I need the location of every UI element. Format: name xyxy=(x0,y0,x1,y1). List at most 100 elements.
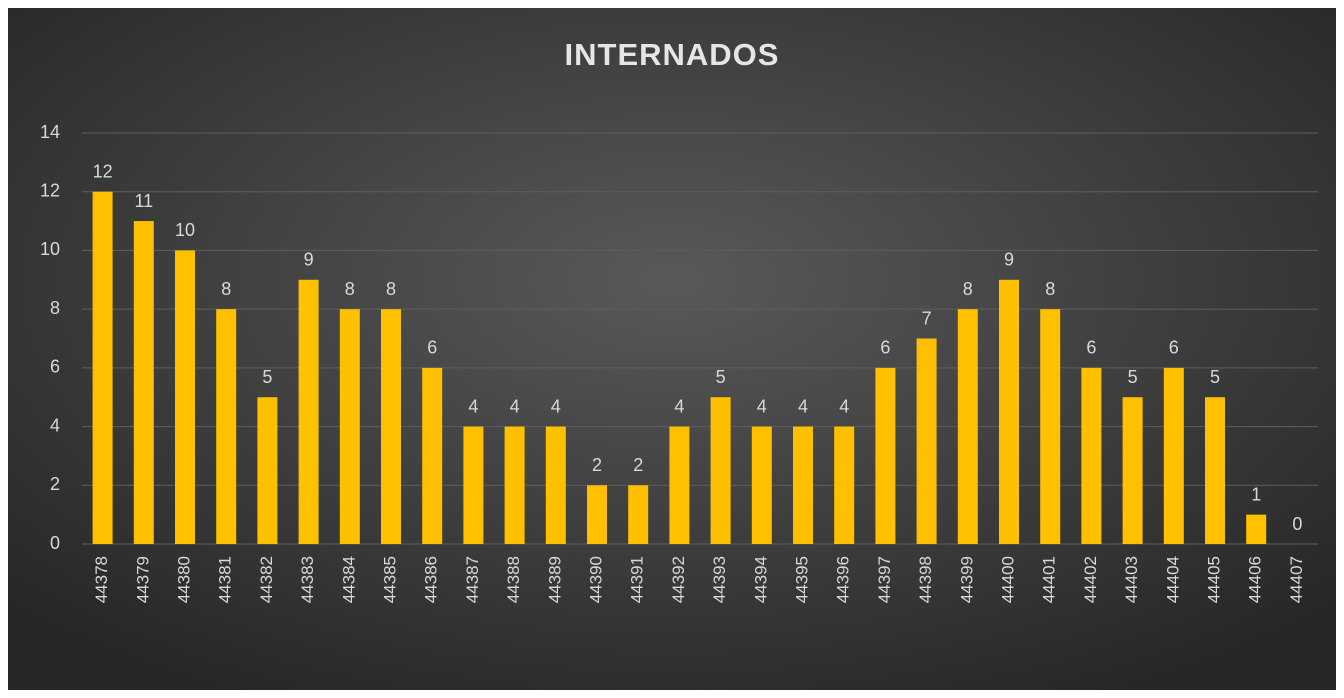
x-tick-label: 44378 xyxy=(92,556,111,603)
data-label: 4 xyxy=(674,396,684,416)
bar xyxy=(133,221,154,545)
x-tick-label: 44387 xyxy=(463,556,482,603)
data-label: 8 xyxy=(345,279,355,299)
x-tick-label: 44398 xyxy=(916,556,935,603)
x-tick-label: 44386 xyxy=(422,556,441,603)
bar xyxy=(710,397,731,544)
x-tick-label: 44393 xyxy=(710,556,729,603)
data-label: 8 xyxy=(221,279,231,299)
x-tick-label: 44399 xyxy=(957,556,976,603)
bar xyxy=(216,309,237,544)
x-tick-label: 44388 xyxy=(504,556,523,603)
data-label: 6 xyxy=(427,338,437,358)
bar xyxy=(628,485,649,544)
data-label: 4 xyxy=(798,396,808,416)
x-tick-label: 44401 xyxy=(1040,556,1059,603)
bar xyxy=(422,367,443,544)
bar xyxy=(92,191,113,544)
x-tick-label: 44391 xyxy=(628,556,647,603)
x-tick-label: 44382 xyxy=(257,556,276,603)
x-tick-label: 44390 xyxy=(586,556,605,603)
data-label: 0 xyxy=(1292,514,1302,534)
bar xyxy=(669,426,690,544)
data-label: 4 xyxy=(468,396,478,416)
bar xyxy=(1246,514,1267,544)
x-tick-label: 44403 xyxy=(1122,556,1141,603)
y-tick-label: 0 xyxy=(50,533,60,553)
data-label: 5 xyxy=(262,367,272,387)
data-label: 5 xyxy=(1128,367,1138,387)
data-label: 8 xyxy=(386,279,396,299)
x-tick-label: 44395 xyxy=(792,556,811,603)
y-tick-label: 8 xyxy=(50,298,60,318)
data-label: 1 xyxy=(1251,484,1261,504)
bar xyxy=(834,426,855,544)
x-tick-label: 44405 xyxy=(1204,556,1223,603)
data-label: 9 xyxy=(304,250,314,270)
bar xyxy=(1040,309,1061,544)
data-label: 8 xyxy=(963,279,973,299)
x-tick-label: 44384 xyxy=(339,556,358,603)
x-tick-label: 44407 xyxy=(1287,556,1306,603)
data-label: 6 xyxy=(880,338,890,358)
bar xyxy=(793,426,813,544)
data-label: 2 xyxy=(633,455,643,475)
x-tick-label: 44389 xyxy=(545,556,564,603)
data-label: 4 xyxy=(551,396,561,416)
bar xyxy=(751,426,772,544)
x-tick-label: 44383 xyxy=(298,556,317,603)
y-tick-label: 4 xyxy=(50,415,60,435)
data-label: 10 xyxy=(175,220,195,240)
bar xyxy=(463,426,484,544)
bar xyxy=(175,250,195,544)
y-tick-label: 12 xyxy=(40,180,60,200)
data-label: 11 xyxy=(134,191,153,211)
bar xyxy=(916,338,937,544)
data-label: 5 xyxy=(716,367,726,387)
x-tick-label: 44397 xyxy=(875,556,894,603)
bar xyxy=(1081,367,1102,544)
chart-title: INTERNADOS xyxy=(565,37,780,72)
x-tick-label: 44406 xyxy=(1246,556,1265,603)
data-label: 8 xyxy=(1045,279,1055,299)
data-label: 4 xyxy=(839,396,849,416)
data-label: 5 xyxy=(1210,367,1220,387)
x-tick-label: 44404 xyxy=(1163,556,1182,603)
bar xyxy=(257,397,278,544)
bar xyxy=(957,309,978,544)
x-tick-label: 44396 xyxy=(834,556,853,603)
bar xyxy=(1122,397,1143,544)
data-label: 2 xyxy=(592,455,602,475)
x-tick-label: 44380 xyxy=(174,556,193,603)
x-tick-label: 44394 xyxy=(751,556,770,603)
bar xyxy=(381,309,401,544)
y-tick-label: 10 xyxy=(40,239,60,259)
bar xyxy=(1163,367,1184,544)
data-label: 4 xyxy=(510,396,520,416)
bar xyxy=(298,279,319,544)
bar xyxy=(587,485,607,544)
data-label: 7 xyxy=(922,308,932,328)
x-tick-label: 44392 xyxy=(669,556,688,603)
bar xyxy=(545,426,566,544)
data-label: 6 xyxy=(1169,338,1179,358)
x-tick-label: 44379 xyxy=(133,556,152,603)
data-label: 9 xyxy=(1004,250,1014,270)
x-tick-label: 44385 xyxy=(380,556,399,603)
x-tick-label: 44400 xyxy=(998,556,1017,603)
y-tick-label: 2 xyxy=(50,474,60,494)
data-label: 4 xyxy=(757,396,767,416)
bar xyxy=(504,426,525,544)
bar xyxy=(999,279,1019,544)
x-tick-label: 44381 xyxy=(216,556,235,603)
data-label: 12 xyxy=(93,161,113,181)
bar xyxy=(339,309,360,544)
bar xyxy=(1205,397,1225,544)
y-tick-label: 14 xyxy=(40,122,60,142)
x-tick-label: 44402 xyxy=(1081,556,1100,603)
bar xyxy=(875,367,896,544)
data-label: 6 xyxy=(1086,338,1096,358)
y-tick-label: 6 xyxy=(50,357,60,377)
